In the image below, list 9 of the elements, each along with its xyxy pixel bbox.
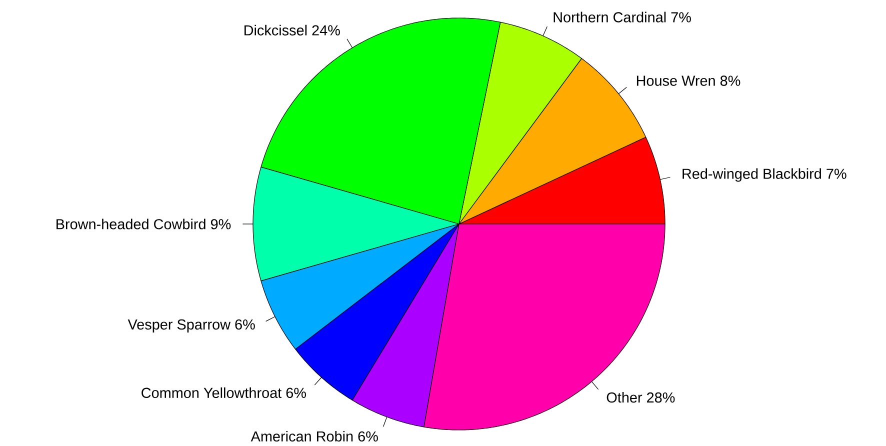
- slice-label: Red-winged Blackbird 7%: [682, 168, 846, 182]
- slice-label: Common Yellowthroat 6%: [142, 387, 306, 398]
- slice-label: House Wren 8%: [636, 76, 740, 86]
- slice-label: Other 28%: [606, 392, 675, 403]
- slice-label: American Robin 6%: [250, 430, 378, 442]
- slice-label: Brown-headed Cowbird 9%: [56, 218, 231, 230]
- slice-label: Dickcissel 24%: [244, 24, 340, 36]
- slice-label: Vesper Sparrow 6%: [128, 319, 255, 332]
- slice-label: Northern Cardinal 7%: [554, 12, 691, 22]
